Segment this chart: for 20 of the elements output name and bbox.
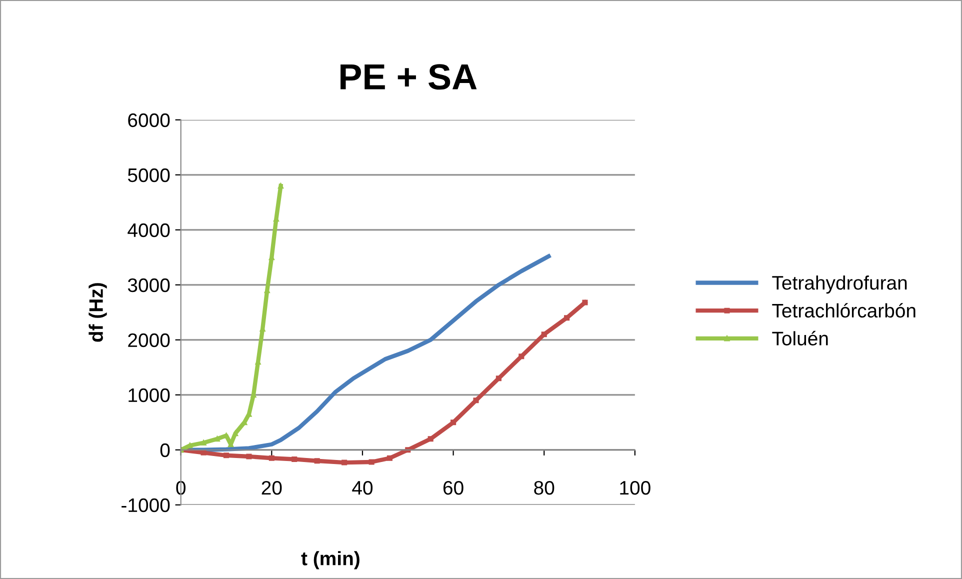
x-tick-label: 60 <box>443 480 464 495</box>
y-tick-label: 6000 <box>128 113 170 128</box>
legend-label: Toluén <box>772 330 828 346</box>
chart-title: PE + SA <box>340 64 477 90</box>
y-tick-label: 2000 <box>128 333 170 348</box>
y-tick-label: 3000 <box>128 278 170 292</box>
x-tick-label: 80 <box>534 480 554 495</box>
x-tick-label: 0 <box>176 480 186 495</box>
y-tick-label: -1000 <box>122 498 170 512</box>
x-tick-label: 100 <box>620 480 650 495</box>
x-tick-label: 20 <box>262 480 282 495</box>
y-tick-label: 1000 <box>128 388 170 402</box>
x-tick-label: 40 <box>352 480 373 495</box>
y-tick-label: 4000 <box>128 223 170 238</box>
y-tick-label: 5000 <box>128 168 170 182</box>
x-axis-title: t (min) <box>301 551 360 570</box>
y-axis-title: df (Hz) <box>88 283 107 342</box>
y-tick-label: 0 <box>160 443 170 458</box>
legend-label: Tetrachlórcarbón <box>772 303 916 318</box>
legend-label: Tetrahydrofuran <box>772 275 907 294</box>
